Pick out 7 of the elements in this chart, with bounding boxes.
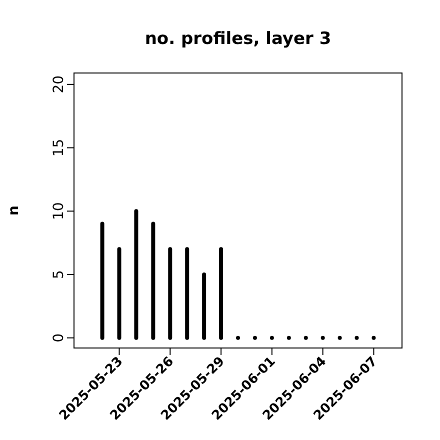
y-tick-label: 0: [51, 333, 67, 342]
y-tick-label: 20: [51, 75, 67, 94]
y-tick-label: 15: [51, 138, 67, 157]
y-tick-label: 5: [51, 270, 67, 279]
y-tick-label: 10: [51, 202, 67, 220]
chart-title: no. profiles, layer 3: [144, 29, 332, 49]
y-axis-title: n: [6, 206, 22, 216]
